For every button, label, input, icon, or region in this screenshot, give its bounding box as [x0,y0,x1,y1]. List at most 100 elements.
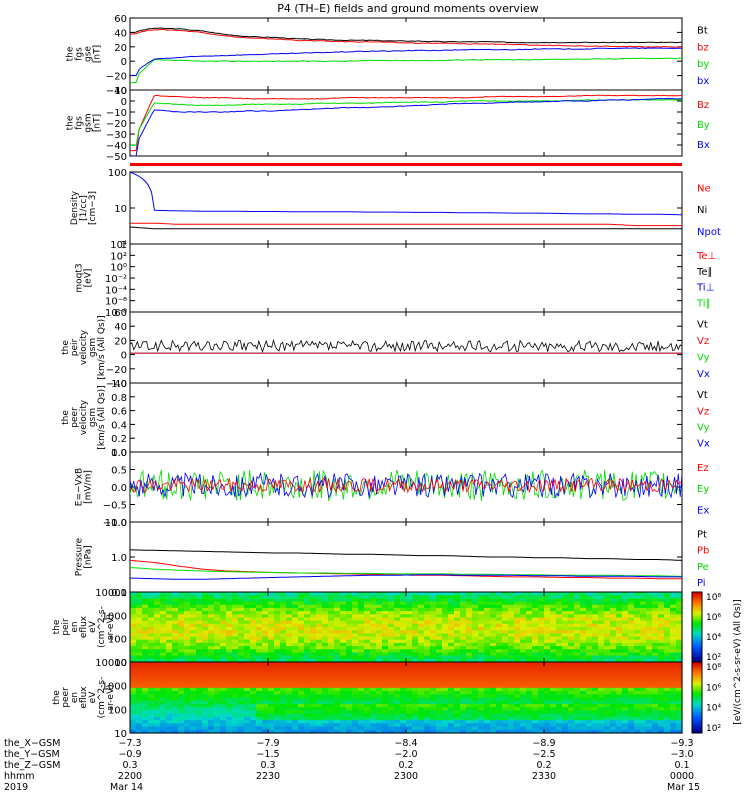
spectrogram-cell [316,649,323,654]
spectrogram-cell [250,601,257,606]
spectrogram-cell [640,636,647,641]
spectrogram-cell [304,601,311,606]
spectrogram-cell [172,652,179,657]
spectrogram-cell [322,662,329,666]
spectrogram-cell [280,697,287,702]
spectrogram-cell [328,726,335,731]
spectrogram-cell [610,646,617,650]
spectrogram-cell [340,678,347,682]
spectrogram-cell [550,716,557,721]
spectrogram-cell [160,681,167,686]
spectrogram-cell [364,726,371,731]
spectrogram-cell [352,671,359,676]
spectrogram-cell [544,665,551,669]
spectrogram-cell [502,604,509,609]
spectrogram-cell [586,674,593,679]
spectrogram-cell [280,655,287,660]
spectrogram-cell [226,646,233,650]
colorbar-cell [692,693,702,697]
spectrogram-cell [394,678,401,682]
spectrogram-cell [598,646,605,650]
spectrogram-cell [454,627,461,631]
spectrogram-cell [586,633,593,638]
spectrogram-cell [142,674,149,679]
spectrogram-cell [328,713,335,718]
spectrogram-cell [406,592,413,596]
spectrogram-cell [310,639,317,644]
spectrogram-cell [226,694,233,699]
spectrogram-cell [508,592,515,596]
spectrogram-cell [394,633,401,638]
spectrogram-cell [142,652,149,657]
spectrogram-cell [334,668,341,673]
spectrogram-cell [376,704,383,708]
spectrogram-cell [442,729,449,734]
spectrogram-cell [562,726,569,731]
spectrogram-cell [550,636,557,641]
spectrogram-cell [520,607,527,612]
spectrogram-cell [490,700,497,705]
spectrogram-cell [490,623,497,628]
spectrogram-cell [430,694,437,699]
spectrogram-cell [328,595,335,599]
spectrogram-cell [394,668,401,673]
spectrogram-cell [532,658,539,663]
spectrogram-cell [652,704,659,708]
spectrogram-cell [646,671,653,676]
spectrogram-cell [430,710,437,715]
spectrogram-cell [514,611,521,615]
spectrogram-cell [670,642,677,647]
spectrogram-cell [658,707,665,711]
spectrogram-cell [472,671,479,676]
spectrogram-cell [574,620,581,625]
spectrogram-cell [676,678,683,682]
y-tick-label: 0.2 [111,434,127,445]
spectrogram-cell [196,704,203,708]
spectrogram-cell [538,614,545,619]
spectrogram-cell [406,642,413,647]
spectrogram-cell [616,729,623,734]
spectrogram-cell [166,646,173,650]
spectrogram-cell [388,592,395,596]
spectrogram-cell [520,592,527,596]
spectrogram-cell [562,723,569,728]
spectrogram-cell [166,729,173,734]
spectrogram-cell [538,636,545,641]
spectrogram-cell [478,595,485,599]
spectrogram-cell [478,658,485,663]
spectrogram-cell [376,595,383,599]
spectrogram-cell [604,674,611,679]
spectrogram-cell [196,665,203,669]
spectrogram-cell [130,652,137,657]
spectrogram-cell [454,729,461,734]
spectrogram-cell [460,658,467,663]
spectrogram-cell [244,642,251,647]
spectrogram-cell [502,720,509,724]
spectrogram-cell [184,655,191,660]
spectrogram-cell [562,614,569,619]
spectrogram-cell [496,681,503,686]
spectrogram-cell [628,639,635,644]
spectrogram-cell [400,704,407,708]
spectrogram-cell [622,630,629,634]
colorbar-cell [692,613,702,616]
spectrogram-cell [190,642,197,647]
spectrogram-cell [352,700,359,705]
spectrogram-cell [298,723,305,728]
spectrogram-cell [532,639,539,644]
spectrogram-cell [346,617,353,622]
spectrogram-cell [562,678,569,682]
spectrogram-cell [394,646,401,650]
spectrogram-cell [316,694,323,699]
spectrogram-cell [142,687,149,692]
spectrogram-cell [586,649,593,654]
spectrogram-cell [292,630,299,634]
spectrogram-cell [616,652,623,657]
spectrogram-cell [298,595,305,599]
spectrogram-cell [568,687,575,692]
spectrogram-cell [136,662,143,666]
spectrogram-cell [160,700,167,705]
spectrogram-cell [496,687,503,692]
spectrogram-cell [592,707,599,711]
